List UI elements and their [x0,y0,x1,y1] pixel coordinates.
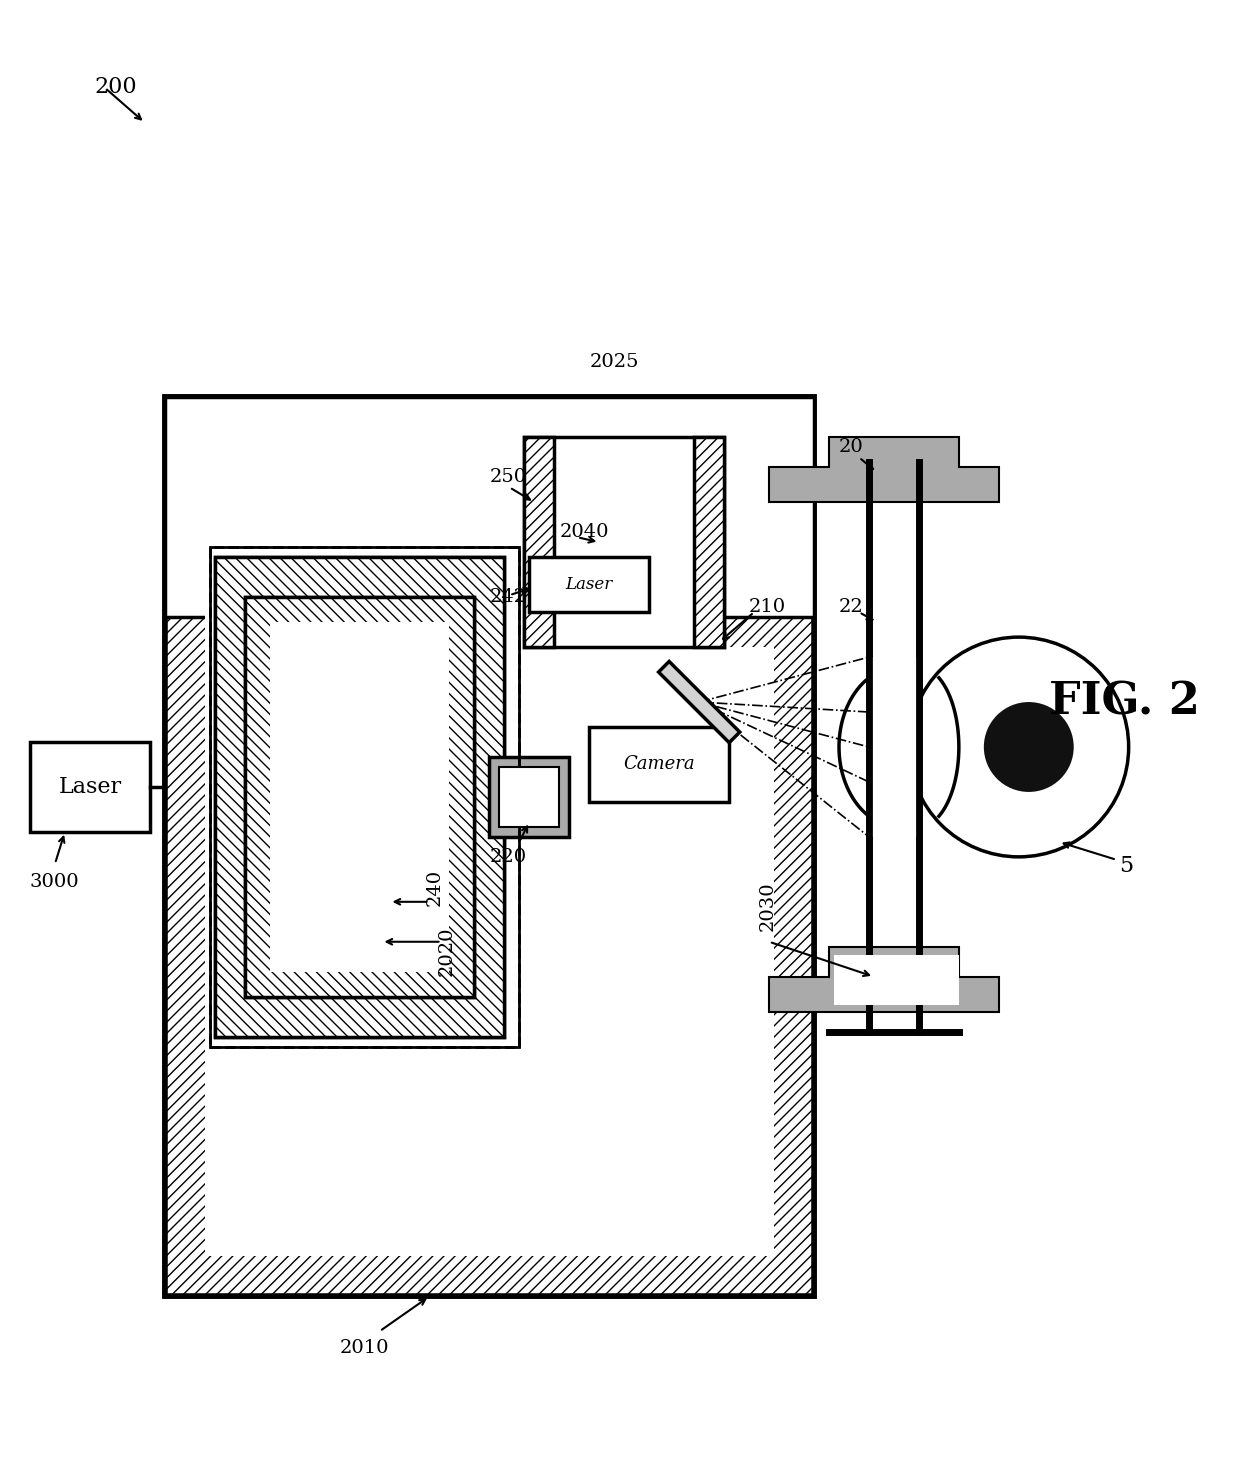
Text: 240: 240 [425,868,444,906]
Polygon shape [769,947,998,1012]
Polygon shape [165,397,813,1297]
Text: 220: 220 [490,848,527,865]
Text: 3000: 3000 [30,873,79,891]
Text: Camera: Camera [624,756,696,774]
Bar [658,661,740,742]
Bar [525,437,554,648]
Text: 250: 250 [490,468,527,486]
Bar [210,547,520,1046]
Bar [210,547,520,1046]
Text: 242: 242 [490,588,527,606]
Bar [165,397,813,1297]
Text: Laser: Laser [58,777,122,797]
Bar [835,954,959,1005]
Polygon shape [490,757,569,837]
Text: Laser: Laser [565,576,613,593]
Bar [529,557,650,612]
Polygon shape [205,437,774,1257]
Bar [30,742,150,831]
Bar [244,597,475,997]
Text: 210: 210 [749,599,786,617]
Text: 200: 200 [95,76,138,98]
Polygon shape [525,437,724,648]
Bar [215,557,505,1036]
Text: 2040: 2040 [559,523,609,541]
Text: 22: 22 [839,599,864,617]
Bar [215,557,505,1036]
Bar [694,437,724,648]
Polygon shape [165,397,813,617]
Text: 5: 5 [1118,855,1133,877]
Text: FIG. 2: FIG. 2 [1049,680,1199,723]
Circle shape [983,702,1074,791]
Bar [589,728,729,802]
Circle shape [909,637,1128,857]
Bar [500,768,559,827]
Bar [269,622,449,972]
Text: 2010: 2010 [340,1340,389,1358]
Polygon shape [769,437,998,502]
Text: 2020: 2020 [438,926,455,975]
Text: 20: 20 [839,439,864,456]
Bar [870,657,916,837]
Text: 2030: 2030 [759,882,777,931]
Text: 2025: 2025 [589,353,639,372]
Bar [244,597,475,997]
